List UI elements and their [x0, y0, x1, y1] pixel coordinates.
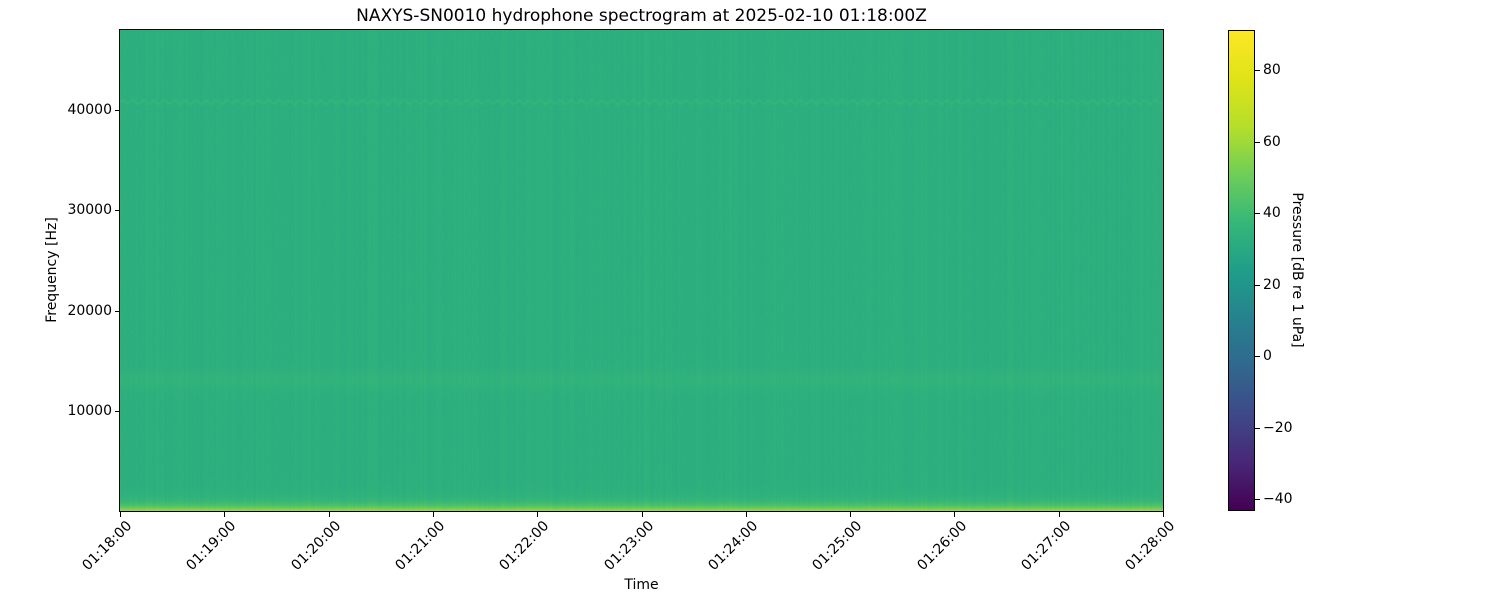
x-tick-mark — [120, 512, 121, 517]
x-tick-mark — [850, 512, 852, 517]
x-tick-label: 01:21:00 — [392, 518, 449, 574]
x-tick-label: 01:18:00 — [79, 518, 136, 574]
plot-area — [119, 29, 1164, 512]
colorbar-tick-mark — [1255, 141, 1260, 143]
y-tick-mark — [115, 110, 120, 112]
colorbar-tick-mark — [1255, 70, 1260, 72]
y-tick-label: 40000 — [67, 102, 112, 119]
x-tick-mark — [745, 512, 747, 517]
colorbar-tick-mark — [1255, 499, 1260, 501]
colorbar-tick-label: 40 — [1263, 205, 1281, 222]
x-axis-label: Time — [624, 577, 659, 593]
x-tick-mark — [537, 512, 539, 517]
y-tick-mark — [115, 410, 120, 412]
colorbar-tick-label: 0 — [1263, 348, 1272, 365]
colorbar-tick-mark — [1255, 284, 1260, 286]
x-tick-mark — [1058, 512, 1060, 517]
x-tick-label: 01:26:00 — [913, 518, 970, 574]
y-tick-label: 10000 — [67, 402, 112, 419]
y-tick-label: 30000 — [67, 202, 112, 219]
colorbar-tick-mark — [1255, 213, 1260, 215]
colorbar-tick-label: 60 — [1263, 133, 1281, 150]
colorbar-tick-label: 80 — [1263, 62, 1281, 79]
x-tick-label: 01:24:00 — [705, 518, 762, 574]
x-tick-mark — [224, 512, 226, 517]
x-tick-label: 01:23:00 — [601, 518, 657, 574]
colorbar-gradient — [1229, 31, 1254, 510]
x-tick-label: 01:19:00 — [183, 518, 240, 574]
colorbar — [1228, 30, 1255, 511]
colorbar-tick-label: −20 — [1263, 419, 1293, 436]
colorbar-tick-mark — [1255, 356, 1260, 358]
y-tick-mark — [115, 310, 120, 312]
y-tick-label: 20000 — [67, 302, 112, 319]
x-tick-mark — [641, 512, 643, 517]
x-tick-mark — [432, 512, 434, 517]
colorbar-tick-label: −40 — [1263, 491, 1293, 508]
x-tick-label: 01:25:00 — [809, 518, 866, 574]
colorbar-tick-label: 20 — [1263, 276, 1281, 293]
y-tick-mark — [115, 210, 120, 212]
x-tick-label: 01:22:00 — [496, 518, 553, 574]
colorbar-tick-mark — [1255, 427, 1260, 429]
x-tick-label: 01:20:00 — [288, 518, 344, 574]
x-tick-label: 01:28:00 — [1122, 518, 1179, 574]
x-tick-mark — [954, 512, 956, 517]
x-tick-mark — [328, 512, 330, 517]
x-tick-mark — [1163, 512, 1164, 517]
spectrogram-heatmap — [120, 30, 1163, 511]
x-tick-label: 01:27:00 — [1018, 518, 1075, 574]
plot-title: NAXYS-SN0010 hydrophone spectrogram at 2… — [356, 6, 927, 26]
colorbar-label: Pressure [dB re 1 uPa] — [1289, 192, 1305, 348]
